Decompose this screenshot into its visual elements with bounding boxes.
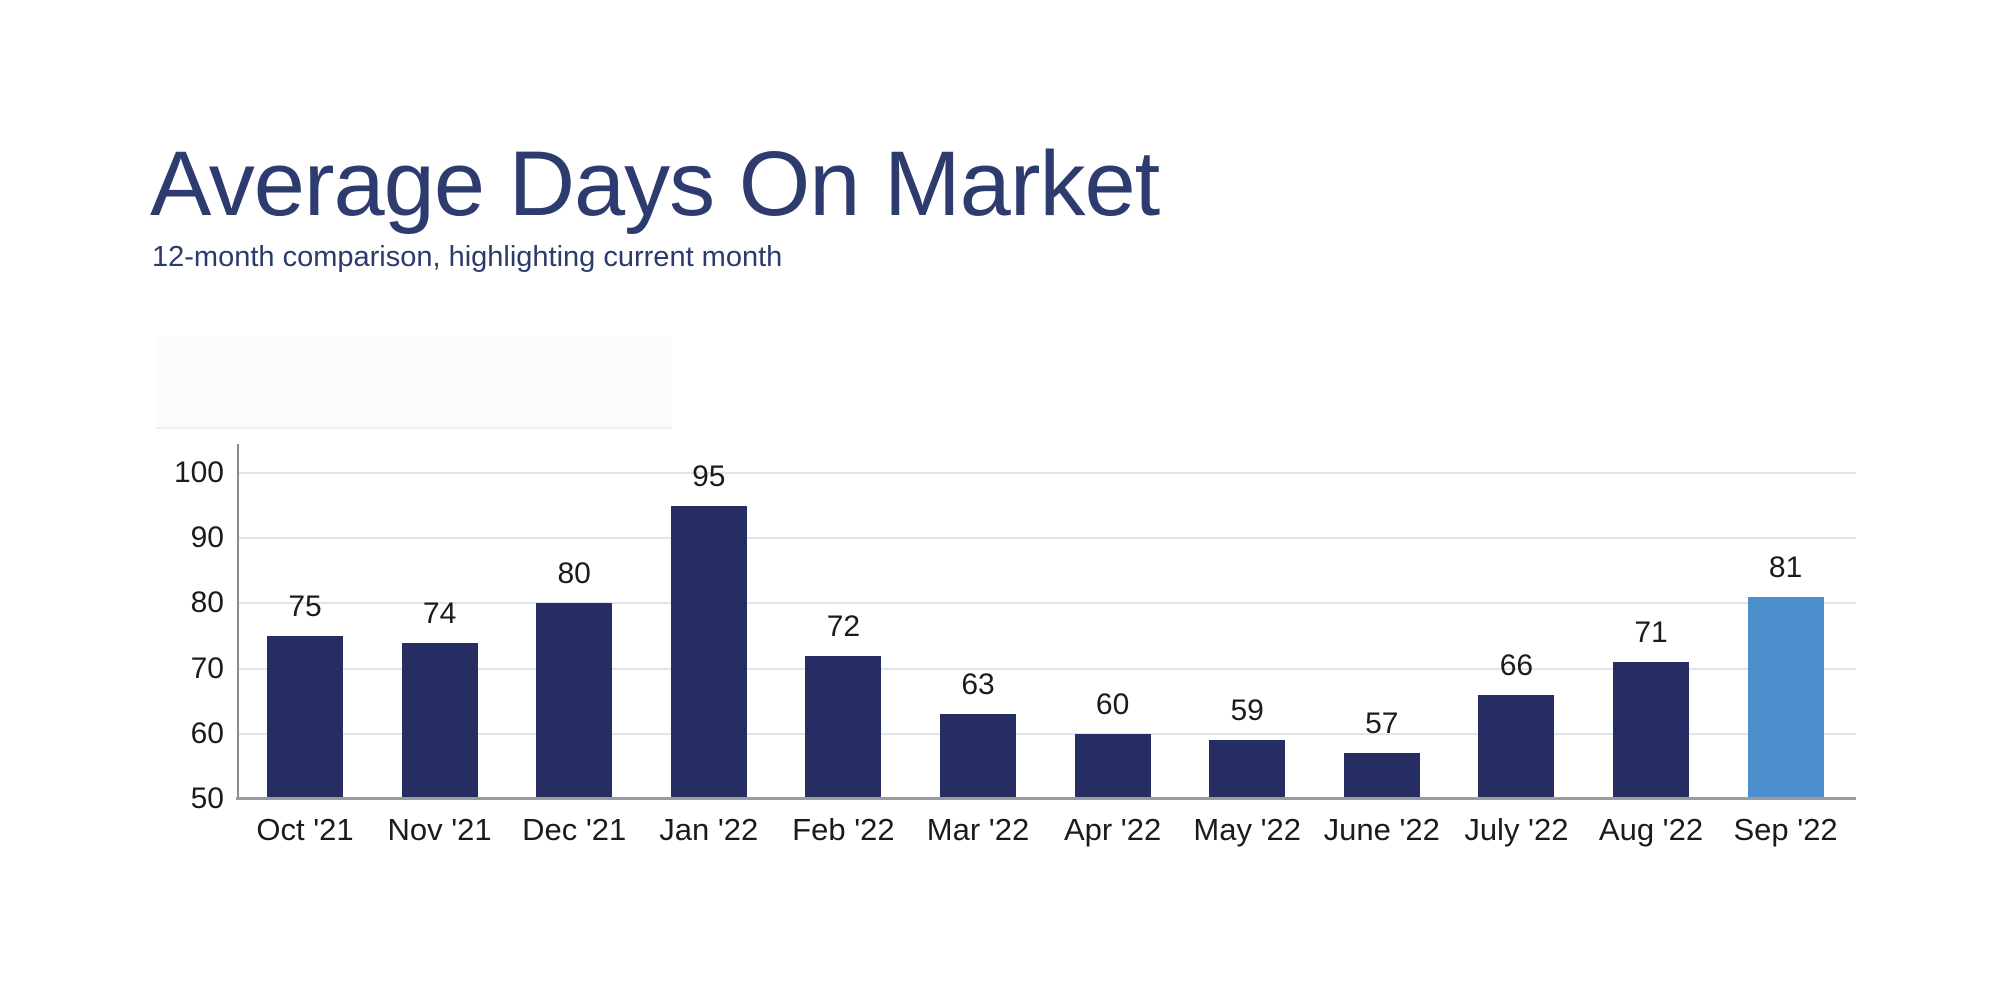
x-tick-label: Apr '22 [1063, 812, 1162, 847]
x-axis-line [236, 797, 1856, 800]
y-tick-label: 50 [190, 782, 224, 815]
gridline [237, 732, 1856, 735]
bar-value-label: 57 [1365, 707, 1399, 741]
bar [805, 655, 882, 799]
bar-value-label: 60 [1095, 687, 1130, 721]
page-title: Average Days On Market [150, 133, 1160, 235]
bar-value-label: 80 [557, 557, 591, 591]
bar-value-label: 59 [1230, 694, 1264, 728]
bar-value-label: 72 [826, 609, 861, 643]
x-tick-label: May '22 [1193, 812, 1301, 847]
background-artifact [156, 336, 672, 429]
y-tick-label: 90 [190, 521, 224, 555]
bar [1478, 694, 1555, 799]
bar [1074, 733, 1151, 799]
x-tick-label: Sep '22 [1733, 812, 1838, 847]
x-tick-label: June '22 [1323, 812, 1440, 847]
bar-value-label: 66 [1499, 648, 1534, 682]
gridline [237, 537, 1856, 540]
x-tick-label: Feb '22 [792, 812, 895, 847]
bar [1343, 753, 1420, 799]
bar [536, 603, 613, 799]
bar-value-label: 95 [692, 459, 726, 493]
x-tick-label: Oct '21 [256, 812, 354, 847]
bar [1209, 740, 1286, 799]
x-tick-label: Nov '21 [387, 812, 492, 847]
x-tick-label: Jan '22 [659, 812, 759, 847]
y-tick-label: 60 [190, 716, 224, 750]
bar [940, 714, 1016, 799]
bar [267, 636, 343, 799]
y-axis-line [237, 444, 239, 799]
gridline [237, 472, 1856, 474]
bar-value-label: 74 [422, 596, 457, 630]
bar [1747, 596, 1824, 799]
bar [401, 642, 478, 799]
bar [1613, 662, 1689, 799]
bar-value-label: 81 [1768, 550, 1803, 584]
bar-value-label: 71 [1634, 616, 1668, 650]
y-tick-label: 80 [190, 586, 224, 620]
bar [670, 505, 747, 799]
bar-value-label: 63 [961, 668, 995, 702]
gridline [237, 667, 1856, 670]
x-tick-label: Dec '21 [522, 812, 627, 847]
gridline [237, 602, 1856, 605]
bar-value-label: 75 [288, 590, 322, 623]
y-tick-label: 100 [173, 456, 224, 489]
x-tick-label: July '22 [1464, 812, 1569, 847]
x-tick-label: Mar '22 [926, 812, 1030, 847]
x-tick-label: Aug '22 [1598, 812, 1704, 847]
y-tick-label: 70 [190, 651, 224, 685]
page-subtitle: 12-month comparison, highlighting curren… [152, 241, 783, 273]
